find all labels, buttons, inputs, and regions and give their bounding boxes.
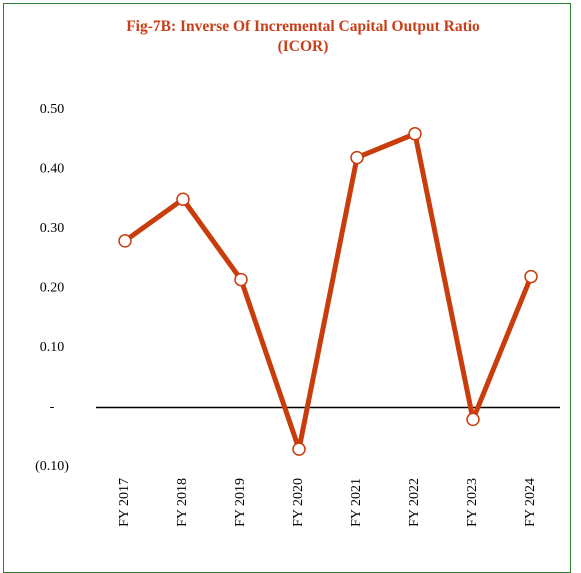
x-tick-label: FY 2021 [349,478,364,527]
marker [408,127,422,141]
marker [350,150,364,165]
x-tick-label: FY 2020 [291,478,306,527]
marker [292,442,306,456]
marker [524,269,538,284]
y-tick-label: (0.10) [35,459,69,474]
x-tick-label: FY 2022 [407,478,422,527]
marker [234,272,248,287]
y-tick-label: 0.50 [40,102,65,117]
x-tick-label: FY 2023 [465,478,480,527]
x-tick-label: FY 2024 [523,478,538,527]
y-tick-label: 0.10 [40,340,65,355]
y-tick-label: 0.30 [40,221,65,236]
chart-title: Fig-7B: Inverse Of Incremental Capital O… [126,18,480,55]
marker [466,412,480,427]
line [123,131,534,452]
marker [118,234,132,248]
y-tick-label: - [50,400,55,415]
x-tick-label: FY 2018 [175,478,190,527]
x-tick-label: FY 2019 [233,478,248,527]
x-tick-label: FY 2017 [117,478,132,527]
marker [176,192,190,206]
y-tick-label: 0.20 [40,281,65,296]
y-tick-label: 0.40 [40,162,65,177]
